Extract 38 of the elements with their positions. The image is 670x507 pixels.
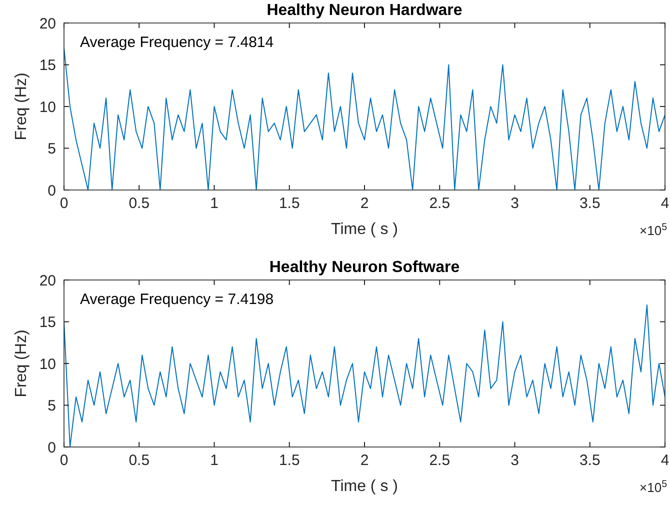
- y-tick-label: 10: [39, 356, 56, 373]
- y-tick-label: 0: [48, 182, 56, 200]
- x-tick-label: 4: [660, 452, 670, 469]
- x-tick-label: 4: [660, 195, 670, 212]
- y-tick-label: 5: [48, 140, 56, 158]
- x-tick-label: 0: [60, 195, 68, 212]
- x-tick-label: 2: [360, 452, 369, 469]
- x-tick-label: 2.5: [429, 452, 450, 469]
- x-tick-label: 1.5: [278, 452, 300, 469]
- x-tick-label: 2: [360, 195, 369, 212]
- x-axis-title: Time ( s ): [331, 478, 398, 495]
- x-tick-label: 1: [210, 195, 218, 212]
- x-tick-label: 0: [60, 452, 68, 469]
- x-tick-label: 1: [210, 452, 218, 469]
- chart-title: Healthy Neuron Software: [269, 259, 460, 276]
- y-tick-label: 10: [39, 98, 56, 116]
- text: ×10$^{5}$: [640, 478, 668, 495]
- x-axis-title: Time ( s ): [331, 221, 398, 238]
- y-tick-label: 20: [39, 15, 56, 32]
- chart-title: Healthy Neuron Hardware: [266, 2, 462, 19]
- y-tick-label: 15: [39, 314, 56, 331]
- y-tick-label: 0: [48, 439, 56, 456]
- y-tick-label: 5: [48, 398, 56, 414]
- x-tick-label: 3: [510, 195, 519, 212]
- y-tick-label: 15: [39, 57, 56, 74]
- x-tick-label: 1.5: [278, 195, 300, 212]
- y-axis-title: Freq (Hz): [13, 72, 30, 140]
- x-tick-label: 3: [510, 452, 519, 469]
- annotation: Average Frequency = 7.4814: [80, 34, 274, 51]
- x-tick-label: 0.5: [128, 195, 150, 212]
- x-tick-label: 0.5: [128, 452, 150, 469]
- text: ×10$^{5}$: [640, 222, 668, 238]
- y-tick-label: 20: [39, 272, 56, 290]
- x-tick-label: 2.5: [429, 195, 450, 212]
- y-axis-title: Freq (Hz): [13, 330, 30, 398]
- x-tick-label: 3.5: [579, 195, 600, 212]
- x-tick-label: 3.5: [579, 452, 600, 469]
- annotation: Average Frequency = 7.4198: [80, 291, 274, 308]
